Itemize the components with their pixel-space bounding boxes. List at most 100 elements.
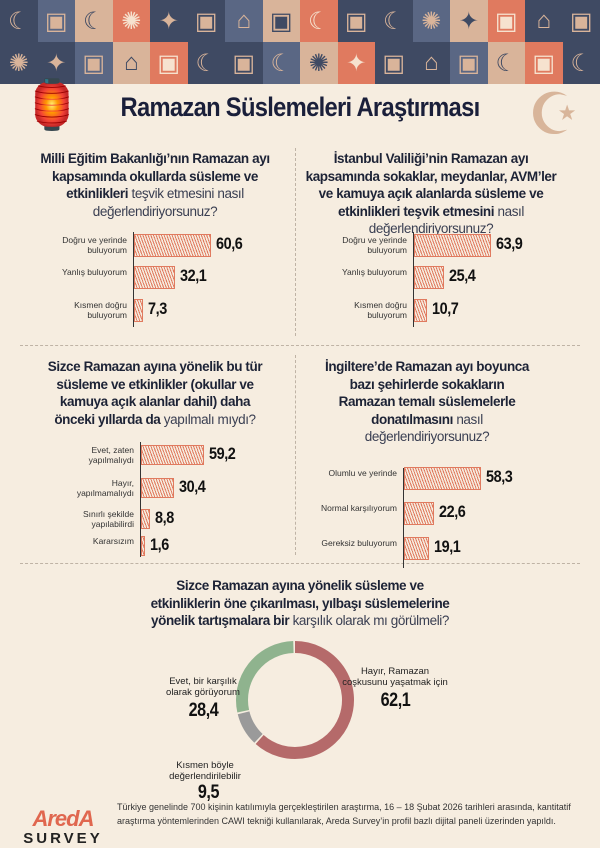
bar [134,298,144,322]
sun-moon-icon: ✺ [112,0,150,42]
lantern-icon: ▣ [487,0,525,42]
bar-label: Doğru ve yerinde buluyorum [62,235,127,255]
arch-moon-icon: ☾ [487,42,525,84]
bar-label: Kısmen doğru buluyorum [74,300,127,320]
donut-label-partial: Kısmen böyle değerlendirilebilir [169,760,241,782]
bar [404,536,430,560]
arch-moon-icon: ☾ [0,0,38,42]
bar [141,445,205,465]
methodology-note: Türkiye genelinde 700 kişinin katılımıyl… [117,802,571,826]
bar-label: Hayır, yapılmamalıydı [76,478,134,498]
donut-label-no: Hayır, Ramazan coşkusunu yaşatmak için [342,666,448,688]
bar-value: 60,6 [215,234,243,253]
lantern-icon: ▣ [562,0,600,42]
donut-chart [236,641,354,759]
lantern-icon: ▣ [37,0,75,42]
sun-moon-icon: ✺ [0,42,38,84]
question-5: Sizce Ramazan ayına yönelik süsleme ve e… [150,578,450,628]
lantern-icon: ▣ [187,0,225,42]
crescent-star-icon: ☪ [528,82,580,147]
bar-value: 63,9 [495,234,523,253]
bar [141,478,174,498]
bar [134,265,175,289]
bar-chart-3: Evet, zaten yapılmalıydı 59,2 Hayır, yapıl… [77,442,290,557]
bar-chart-4: Olumlu ve yerinde 58,3 Normal karşılıyorum… [321,466,553,568]
donut-value-partial: 9,5 [197,782,220,803]
mosque-icon: ⌂ [412,42,450,84]
star-icon: ✦ [450,0,488,42]
bar [404,466,481,490]
lantern-icon: ▣ [75,42,113,84]
bar-label: Doğru ve yerinde buluyorum [342,235,407,255]
bar-value: 10,7 [431,299,459,318]
lantern-icon: ▣ [525,42,563,84]
decorative-banner: ☾ ▣ ☾ ✺ ✦ ▣ ⌂ ▣ ☾ ▣ ☾ ✺ ✦ ▣ ⌂ ▣ ✺ ✦ ▣ ⌂ ▣ ☾ ▣ ☾ ✺ ✦ ▣ ⌂ ▣ ☾ ▣ ☾ [0,0,600,84]
bar-label: Sınırlı şekilde yapılabilirdi [82,509,134,529]
page-title: Ramazan Süslemeleri Araştırması [120,92,481,122]
bar-value: 22,6 [438,502,466,521]
divider [20,563,580,564]
bar-label: Olumlu ve yerinde [328,468,397,478]
question-4: İngiltere’de Ramazan ayı boyunca bazı şe… [324,359,530,444]
arch-moon-icon: ☾ [300,0,338,42]
logo-sub: SURVEY [23,830,103,847]
sun-moon-icon: ✺ [412,0,450,42]
bar-value: 25,4 [449,266,476,285]
donut-label-yes: Evet, bir karşılık olarak görüyorum [166,676,240,698]
bar-value: 19,1 [434,537,461,556]
axis-line [403,468,404,568]
bar-value: 30,4 [178,477,206,496]
divider [295,148,296,336]
lantern-icon: ▣ [337,0,375,42]
divider [295,355,296,555]
question-3: Sizce Ramazan ayına yönelik bu tür süsle… [47,359,263,427]
donut-value-yes: 28,4 [188,700,219,721]
bar-value: 1,6 [150,535,169,554]
bar-value: 8,8 [155,508,175,527]
bar-label: Yanlış buluyorum [341,267,407,277]
donut-slice [236,641,294,713]
lantern-icon: ▣ [262,0,300,42]
star-icon: ✦ [337,42,375,84]
bar-value: 58,3 [485,467,513,486]
bar-label: Kararsızım [92,536,134,546]
bar-chart-2: Doğru ve yerinde buluyorum 63,9 Yanlış bul… [342,232,563,327]
bar-value: 59,2 [209,444,236,463]
crescent-icon: ☾ [375,0,413,42]
bar-value: 7,3 [148,299,168,318]
axis-line [413,232,414,327]
arch-moon-icon: ☾ [187,42,225,84]
crescent-icon: ☾ [562,42,600,84]
question-1: Milli Eğitim Bakanlığı’nın Ramazan ayı k… [40,151,270,219]
bar [404,501,434,525]
bar [414,233,491,257]
donut-value-no: 62,1 [380,690,411,711]
mosque-icon: ⌂ [525,0,563,42]
star-icon: ✦ [150,0,188,42]
bar-label: Normal karşılıyorum [320,503,397,513]
lantern-icon: ▣ [450,42,488,84]
bar-value: 32,1 [179,266,207,285]
crescent-icon: ☾ [75,0,113,42]
bar [134,233,211,257]
bar [414,265,445,289]
bar-label: Gereksiz buluyorum [321,538,397,548]
bar-chart-1: Doğru ve yerinde buluyorum 60,6 Yanlış bul… [62,232,283,327]
lantern-icon: ▣ [375,42,413,84]
lantern-icon: ▣ [150,42,188,84]
lantern-icon: 🏮 [22,79,82,132]
lantern-icon: ▣ [225,42,263,84]
bar [141,536,145,556]
logo-mark: AredA [32,806,94,831]
question-2: İstanbul Valiliği’nin Ramazan ayı kapsam… [305,151,557,236]
bar-label: Kısmen doğru buluyorum [354,300,407,320]
sun-moon-icon: ✺ [300,42,338,84]
bar [141,509,151,529]
crescent-icon: ☾ [262,42,300,84]
mosque-icon: ⌂ [112,42,150,84]
donut-slice [237,711,263,743]
axis-line [133,232,134,327]
mosque-icon: ⌂ [225,0,263,42]
bar-label: Evet, zaten yapılmalıydı [88,445,134,465]
axis-line [140,442,141,557]
